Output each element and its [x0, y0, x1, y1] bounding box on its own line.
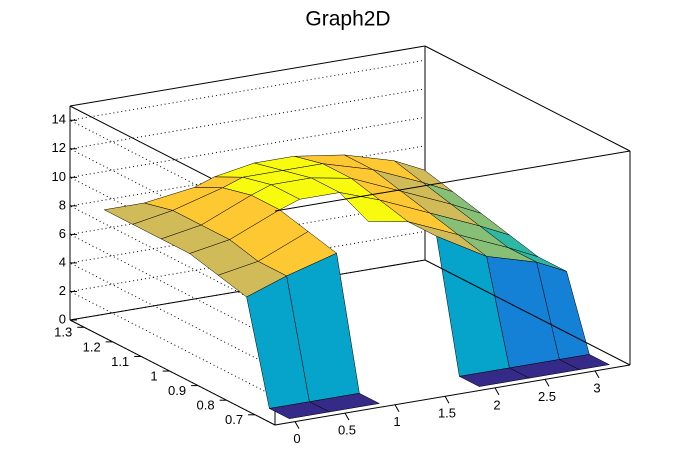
z-tick-label: 12 [52, 140, 66, 155]
z-tick-label: 0 [59, 311, 66, 326]
y-tick-label: 1.3 [54, 325, 72, 340]
z-tick-label: 8 [59, 197, 66, 212]
x-tick [494, 387, 500, 396]
x-tick-label: 0 [293, 431, 300, 446]
x-tick [594, 370, 600, 379]
grid-line [69, 291, 276, 397]
y-tick-label: 1.1 [111, 354, 129, 369]
x-tick-label: 3 [593, 380, 600, 395]
x-tick-label: 0.5 [338, 423, 356, 438]
grid-line [69, 88, 426, 150]
z-tick-label: 10 [52, 169, 66, 184]
box-edge [69, 45, 426, 107]
x-tick-label: 2.5 [538, 389, 556, 404]
chart-title: Graph2D [305, 8, 390, 31]
y-tick-label: 1 [150, 368, 157, 383]
box-edge [274, 364, 631, 426]
surface-cell [458, 367, 531, 387]
z-tick-label: 6 [59, 226, 66, 241]
z-tick-label: 4 [59, 254, 66, 269]
surface-cell [268, 401, 331, 419]
y-tick-label: 0.8 [197, 398, 215, 413]
grid-line [69, 59, 426, 121]
box-edge [424, 45, 631, 152]
y-tick-label: 0.9 [168, 383, 186, 398]
x-tick [394, 404, 400, 412]
x-tick-label: 1.5 [438, 406, 456, 421]
box-edge [424, 259, 631, 366]
y-tick-label: 1.2 [83, 339, 101, 354]
y-tick-label: 0.7 [225, 412, 243, 427]
x-tick [344, 412, 350, 421]
z-tick-label: 14 [52, 112, 66, 127]
x-tick [444, 396, 450, 404]
x-tick [294, 421, 300, 429]
x-tick-label: 2 [493, 397, 500, 412]
x-tick [544, 379, 550, 387]
box-edge [69, 319, 276, 426]
surface-cell [338, 192, 409, 222]
z-tick-label: 2 [59, 283, 66, 298]
grid-line [69, 116, 426, 178]
box-edge [274, 150, 631, 212]
x-tick-label: 1 [393, 414, 400, 429]
